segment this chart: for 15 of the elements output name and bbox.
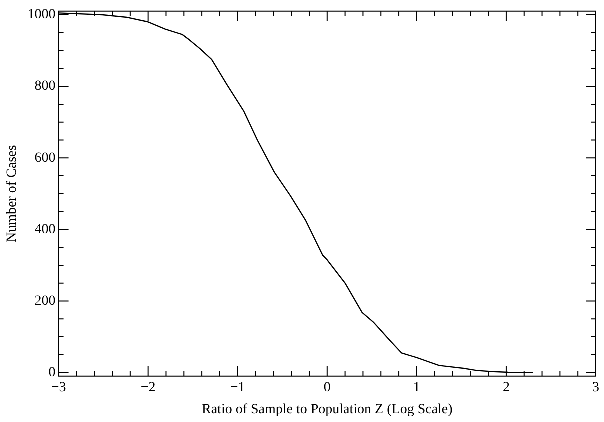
y-axis-title: Number of Cases (5, 145, 20, 242)
y-tick-label: 600 (34, 150, 56, 166)
x-tick-label: 0 (324, 380, 331, 396)
x-tick-label: 1 (413, 380, 420, 396)
x-axis-title: Ratio of Sample to Population Z (Log Scale) (202, 402, 454, 418)
x-tick-label: 3 (592, 380, 600, 396)
y-tick-label: 1000 (28, 8, 56, 23)
x-tick-label: −3 (51, 380, 66, 396)
y-tick-label: 400 (34, 222, 56, 238)
x-tick-label: −2 (140, 380, 156, 396)
y-tick-label: 200 (34, 294, 56, 309)
x-tick-label: −1 (230, 380, 246, 396)
x-tick-label: 2 (502, 380, 510, 396)
y-tick-label: 800 (34, 79, 56, 94)
y-tick-label: 0 (48, 365, 56, 380)
